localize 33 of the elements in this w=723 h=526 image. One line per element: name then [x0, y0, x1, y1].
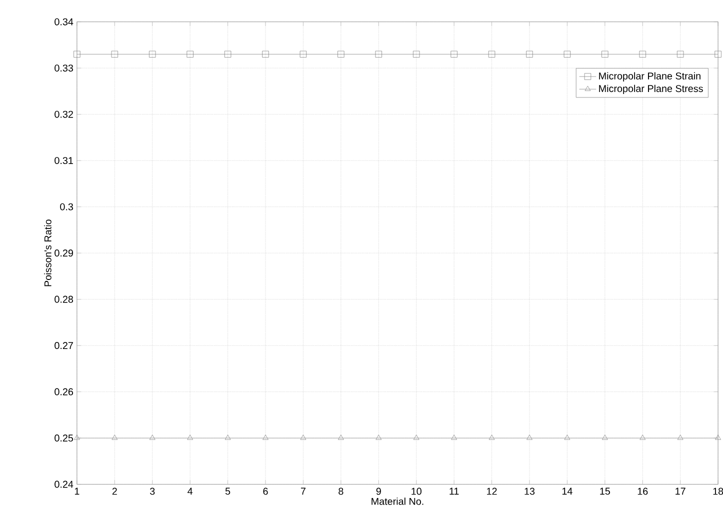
y-tick-label: 0.33 — [54, 64, 74, 72]
x-tick-label: 7 — [300, 488, 306, 495]
x-tick-label: 1 — [74, 488, 80, 495]
y-tick-label: 0.29 — [54, 250, 73, 257]
x-tick-label: 10 — [412, 488, 422, 495]
x-tick-label: 11 — [450, 488, 459, 495]
x-axis-title: Material No. — [372, 498, 424, 505]
y-tick-label: 0.25 — [54, 434, 74, 442]
x-tick-label: 14 — [562, 488, 572, 495]
x-tick-label: 15 — [600, 488, 610, 495]
y-tick-label: 0.32 — [54, 110, 73, 118]
x-tick-label: 3 — [150, 488, 155, 495]
x-tick-label: 13 — [524, 488, 535, 495]
y-tick-label: 0.3 — [60, 203, 74, 210]
x-tick-label: 16 — [638, 488, 648, 495]
y-tick-label: 0.26 — [54, 388, 74, 396]
x-tick-label: 5 — [225, 488, 230, 495]
x-tick-label: 6 — [263, 488, 268, 495]
legend-label: Micropolar Plane Stress — [599, 84, 703, 94]
x-tick-label: 18 — [713, 488, 723, 495]
x-tick-label: 9 — [376, 488, 381, 495]
y-axis-title: Poisson's Ratio — [44, 220, 52, 286]
x-tick-label: 12 — [487, 488, 497, 495]
x-tick-label: 2 — [112, 488, 117, 495]
x-tick-label: 17 — [676, 488, 686, 495]
legend-label: Micropolar Plane Strain — [599, 72, 700, 82]
x-tick-label: 4 — [188, 488, 193, 495]
y-tick-label: 0.31 — [54, 157, 73, 164]
y-tick-label: 0.28 — [54, 296, 74, 303]
y-tick-label: 0.24 — [54, 480, 74, 488]
x-tick-label: 8 — [338, 488, 344, 495]
y-tick-label: 0.34 — [54, 18, 74, 26]
y-tick-label: 0.27 — [54, 342, 73, 350]
